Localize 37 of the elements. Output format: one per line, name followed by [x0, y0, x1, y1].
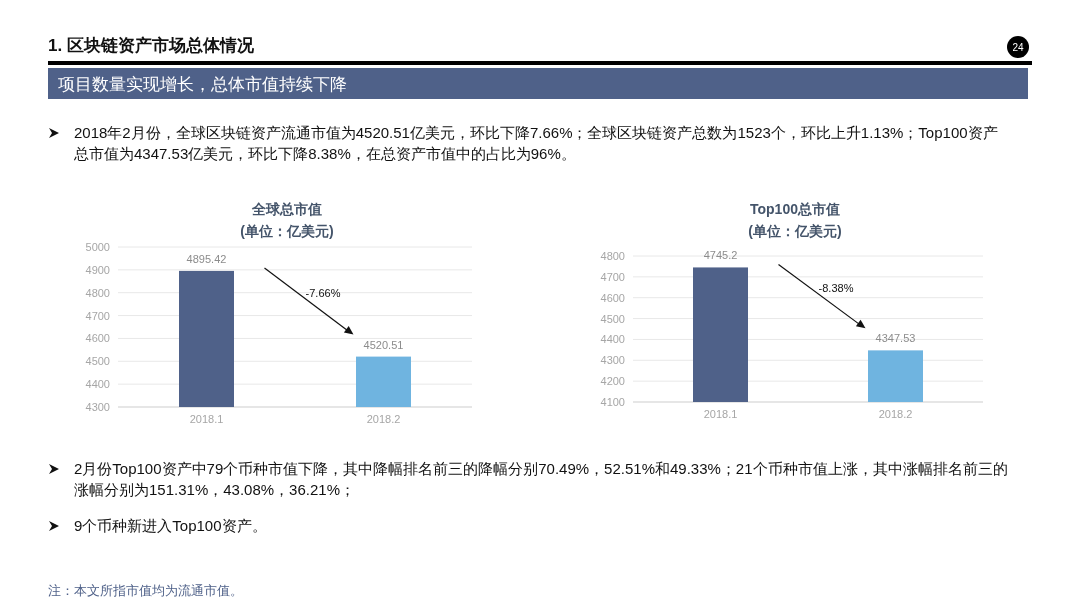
text: 1. 区块链资产市场总体情况 — [48, 36, 255, 55]
chart-title: Top100总市值 — [750, 201, 840, 217]
x-tick-label: 2018.1 — [703, 408, 738, 420]
y-tick-label: 4500 — [600, 312, 625, 325]
text: 项目数量实现增长，总体市值持续下降 — [58, 75, 347, 94]
y-tick-label: 4100 — [600, 396, 625, 408]
data-label: 4520.51 — [363, 338, 404, 351]
text: 2月份Top100资产中79个币种市值下降，其中降幅排名前三的降幅分别70.49%，52.51%和49.33%；21个币种市值上涨，其中涨幅排名前三的涨幅分别为151.31%，43.08%，36.21%； — [74, 460, 1008, 498]
x-tick-label: 2018.2 — [366, 413, 401, 425]
y-tick-label: 4600 — [600, 291, 625, 304]
y-tick-label: 4500 — [85, 355, 110, 368]
y-tick-label: 4300 — [600, 354, 625, 367]
chart-subtitle: (单位：亿美元) — [240, 223, 334, 239]
y-tick-label: 4400 — [600, 333, 625, 346]
text: 2018年2月份，全球区块链资产流通市值为4520.51亿美元，环比下降7.66%；全球区块链资产总数为1523个，环比上升1.13%；Top100资产总市值为4347.53亿美元，环比下降8.38%，在总资产市值中的占比为96%。 — [74, 124, 998, 162]
text: 注：本文所指市值均为流通市值。 — [48, 582, 243, 600]
text: 24 — [1012, 42, 1024, 53]
data-label: 4347.53 — [875, 332, 916, 345]
y-tick-label: 4200 — [600, 375, 625, 388]
y-tick-label: 4800 — [600, 250, 625, 262]
annotation: -7.66% — [305, 287, 341, 300]
data-label: 4895.42 — [186, 252, 227, 265]
x-tick-label: 2018.1 — [189, 413, 224, 425]
y-tick-label: 4600 — [85, 332, 110, 345]
y-tick-label: 5000 — [85, 241, 110, 253]
y-tick-label: 4700 — [600, 270, 625, 283]
text: 9个币种新进入Top100资产。 — [74, 517, 267, 534]
data-label: 4745.2 — [703, 249, 738, 262]
y-tick-label: 4900 — [85, 263, 110, 276]
x-tick-label: 2018.2 — [878, 408, 913, 420]
y-tick-label: 4700 — [85, 309, 110, 322]
y-tick-label: 4300 — [85, 401, 110, 413]
annotation: -8.38% — [818, 282, 854, 295]
chart-subtitle: (单位：亿美元) — [748, 223, 842, 239]
y-tick-label: 4400 — [85, 378, 110, 391]
y-tick-label: 4800 — [85, 286, 110, 299]
chart-title: 全球总市值 — [251, 201, 322, 217]
